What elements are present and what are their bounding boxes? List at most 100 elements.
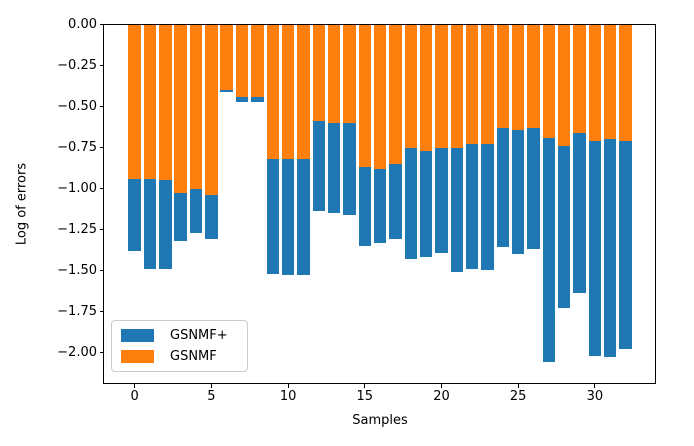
bar-segment-gsnmf-plus xyxy=(251,96,264,102)
bar-segment-gsnmf-plus xyxy=(419,150,433,258)
x-tick-label: 0 xyxy=(130,389,139,404)
y-tick-label: −1.00 xyxy=(57,181,97,196)
bar-segment-gsnmf-plus xyxy=(404,147,418,259)
x-tick-mark xyxy=(517,384,519,388)
x-tick-mark xyxy=(441,384,442,388)
y-tick-mark xyxy=(100,352,104,353)
bar-segment-gsnmf-plus xyxy=(266,159,280,274)
bar-segment-gsnmf-plus xyxy=(542,137,556,363)
bar-segment-gsnmf-plus xyxy=(465,144,479,269)
bar-segment-gsnmf xyxy=(128,24,141,179)
bar-segment-gsnmf-plus xyxy=(327,122,341,214)
bar-segment-gsnmf-plus xyxy=(450,147,464,273)
legend-swatch xyxy=(121,329,154,342)
bar-segment-gsnmf-plus xyxy=(220,90,233,92)
y-tick-mark xyxy=(100,188,104,189)
y-tick-label: 0.00 xyxy=(68,17,97,32)
x-tick-mark xyxy=(134,384,136,388)
x-tick-label: 15 xyxy=(356,389,374,404)
y-tick-label: −1.50 xyxy=(57,263,97,278)
bar-segment-gsnmf-plus xyxy=(358,167,372,246)
bar-segment-gsnmf-plus xyxy=(373,168,387,243)
y-axis-label: Log of errors xyxy=(14,162,30,246)
bar-segment-gsnmf xyxy=(435,24,448,148)
y-tick-mark xyxy=(100,147,104,148)
bar-segment-gsnmf xyxy=(419,24,433,151)
bar-segment-gsnmf xyxy=(159,24,172,181)
legend: GSNMF+ GSNMF xyxy=(111,320,248,372)
x-tick-label: 5 xyxy=(207,389,216,404)
bar-segment-gsnmf-plus xyxy=(189,188,203,233)
bar-segment-gsnmf xyxy=(389,24,402,164)
bar-segment-gsnmf xyxy=(542,24,556,138)
y-tick-mark xyxy=(100,270,104,271)
bar-segment-gsnmf-plus xyxy=(603,139,617,358)
bar-segment-gsnmf-plus xyxy=(128,178,141,251)
y-tick-mark xyxy=(100,311,104,312)
bar-segment-gsnmf xyxy=(511,24,525,130)
y-tick-label: −0.50 xyxy=(57,99,97,114)
y-tick-mark xyxy=(100,106,104,107)
y-tick-label: −1.75 xyxy=(57,304,97,319)
bar-segment-gsnmf-plus xyxy=(557,145,571,309)
legend-entry: GSNMF+ xyxy=(121,328,238,343)
bar-segment-gsnmf xyxy=(143,24,157,179)
legend-label: GSNMF xyxy=(170,349,217,364)
bar-segment-gsnmf-plus xyxy=(312,121,326,212)
bar-segment-gsnmf xyxy=(450,24,464,148)
bar-segment-gsnmf xyxy=(327,24,341,123)
bar-segment-gsnmf xyxy=(205,24,218,196)
x-tick-label: 20 xyxy=(433,389,450,404)
bar-segment-gsnmf-plus xyxy=(619,140,632,350)
x-tick-label: 25 xyxy=(509,389,527,404)
y-tick-label: −0.75 xyxy=(57,140,97,155)
bar-segment-gsnmf-plus xyxy=(435,147,448,253)
y-tick-label: −2.00 xyxy=(57,345,97,360)
bar-segment-gsnmf xyxy=(343,24,356,123)
x-axis-label: Samples xyxy=(352,413,408,428)
bar-segment-gsnmf-plus xyxy=(511,129,525,255)
bar-segment-gsnmf-plus xyxy=(588,140,602,356)
bar-segment-gsnmf xyxy=(220,24,233,91)
bar-segment-gsnmf xyxy=(251,24,264,97)
bar-segment-gsnmf xyxy=(373,24,387,169)
bar-segment-gsnmf xyxy=(312,24,326,122)
bar-segment-gsnmf xyxy=(557,24,571,146)
y-tick-mark xyxy=(100,24,104,25)
bar-segment-gsnmf xyxy=(174,24,187,194)
x-tick-mark xyxy=(594,384,596,388)
bar-segment-gsnmf-plus xyxy=(343,122,356,215)
bar-segment-gsnmf xyxy=(496,24,510,128)
x-tick-label: 10 xyxy=(279,389,297,404)
x-tick-mark xyxy=(364,384,366,388)
bar-segment-gsnmf-plus xyxy=(174,193,187,241)
bar-segment-gsnmf-plus xyxy=(496,127,510,248)
bar-segment-gsnmf-plus xyxy=(235,96,249,102)
bar-segment-gsnmf xyxy=(358,24,372,168)
bar-segment-gsnmf xyxy=(465,24,479,145)
y-tick-label: −0.25 xyxy=(57,58,97,73)
y-tick-mark xyxy=(100,229,104,230)
bar-segment-gsnmf-plus xyxy=(481,144,494,271)
y-tick-mark xyxy=(100,65,104,66)
x-tick-mark xyxy=(287,384,289,388)
bar-segment-gsnmf-plus xyxy=(159,180,172,269)
bar-segment-gsnmf-plus xyxy=(143,178,157,269)
bar-segment-gsnmf xyxy=(619,24,632,141)
legend-entry: GSNMF xyxy=(121,349,238,364)
bar-segment-gsnmf-plus xyxy=(297,159,310,276)
bar-segment-gsnmf-plus xyxy=(205,195,218,240)
bar-segment-gsnmf xyxy=(404,24,418,148)
bar-segment-gsnmf xyxy=(588,24,602,141)
bar-segment-gsnmf xyxy=(266,24,280,159)
bar-segment-gsnmf xyxy=(235,24,249,97)
x-tick-mark xyxy=(210,384,212,388)
bar-segment-gsnmf xyxy=(281,24,295,159)
bar-segment-gsnmf xyxy=(481,24,494,145)
bar-segment-gsnmf xyxy=(527,24,540,128)
bar-segment-gsnmf-plus xyxy=(573,132,586,294)
bar-segment-gsnmf xyxy=(297,24,310,159)
bar-segment-gsnmf xyxy=(603,24,617,140)
bar-segment-gsnmf-plus xyxy=(389,163,402,240)
